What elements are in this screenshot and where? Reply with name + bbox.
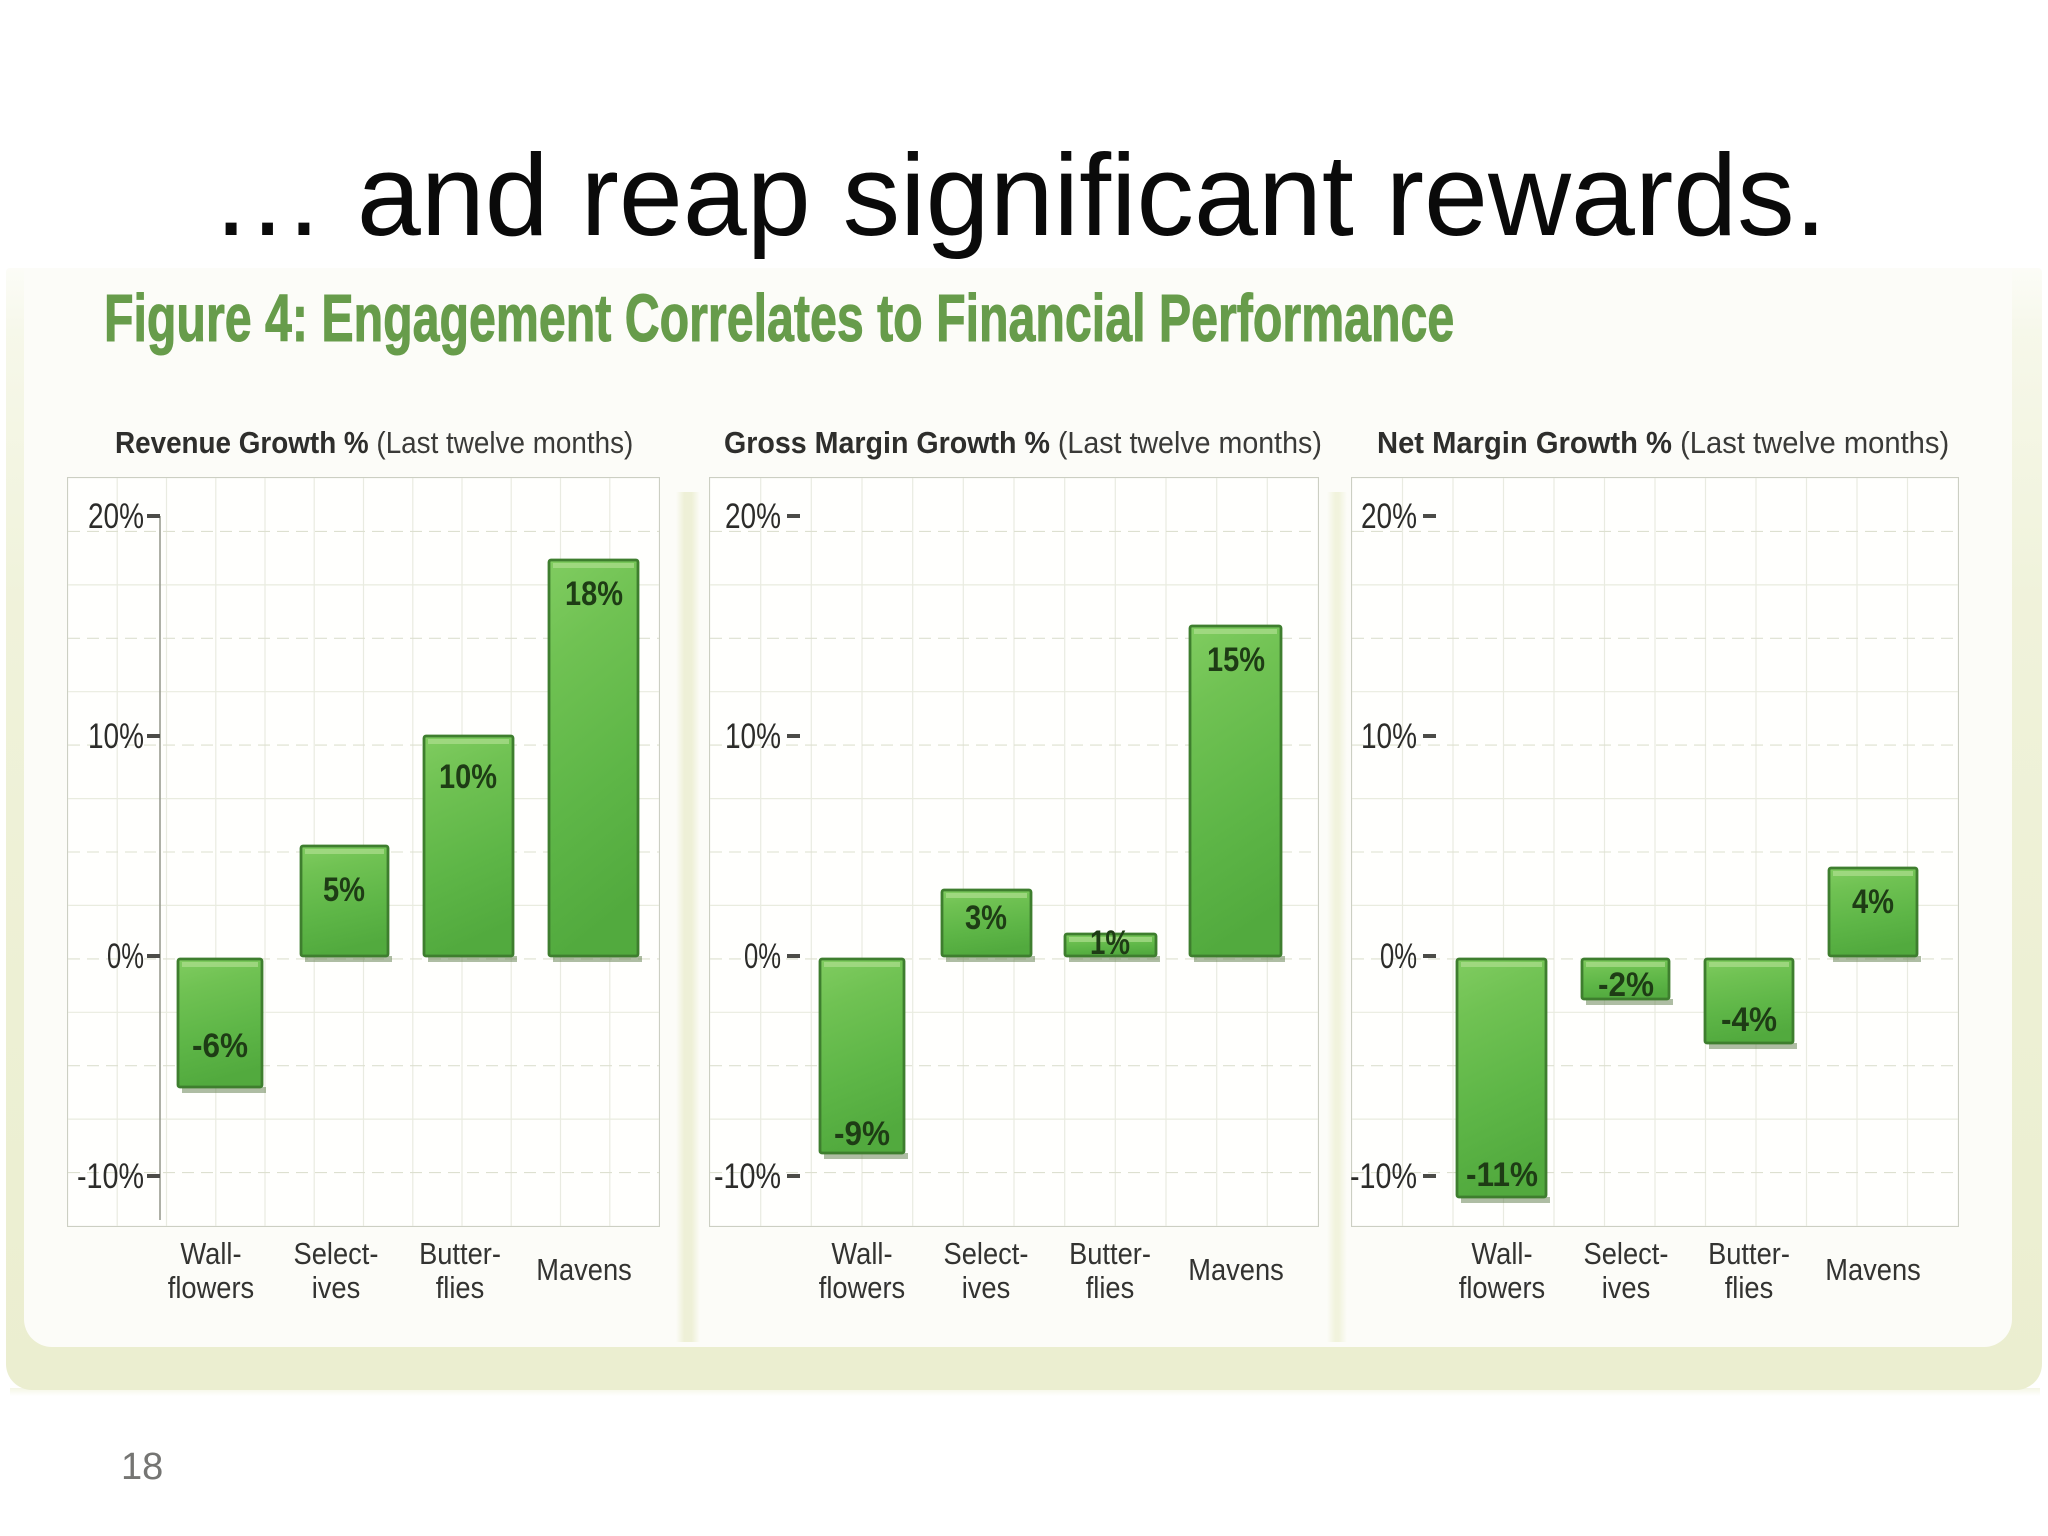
svg-text:-11%: -11% [1466, 1156, 1538, 1194]
svg-text:0%: 0% [1380, 937, 1417, 976]
svg-text:5%: 5% [323, 871, 365, 909]
svg-text:-10%: -10% [1351, 1157, 1417, 1196]
svg-text:18%: 18% [565, 575, 623, 613]
svg-text:10%: 10% [439, 758, 497, 796]
svg-text:20%: 20% [1361, 497, 1417, 536]
svg-text:-6%: -6% [192, 1027, 248, 1065]
svg-text:3%: 3% [965, 899, 1007, 937]
svg-text:0%: 0% [744, 937, 781, 976]
svg-text:15%: 15% [1207, 641, 1265, 679]
svg-text:4%: 4% [1852, 883, 1894, 921]
svg-text:-10%: -10% [77, 1157, 144, 1196]
svg-text:-10%: -10% [714, 1157, 781, 1196]
svg-text:0%: 0% [107, 937, 144, 976]
svg-text:-4%: -4% [1721, 1001, 1777, 1039]
svg-text:1%: 1% [1090, 924, 1130, 962]
svg-text:10%: 10% [725, 717, 781, 756]
svg-text:10%: 10% [1361, 717, 1417, 756]
svg-text:-2%: -2% [1598, 966, 1654, 1004]
svg-text:20%: 20% [725, 497, 781, 536]
svg-text:10%: 10% [88, 717, 144, 756]
svg-text:20%: 20% [88, 497, 144, 536]
svg-text:-9%: -9% [834, 1115, 890, 1153]
